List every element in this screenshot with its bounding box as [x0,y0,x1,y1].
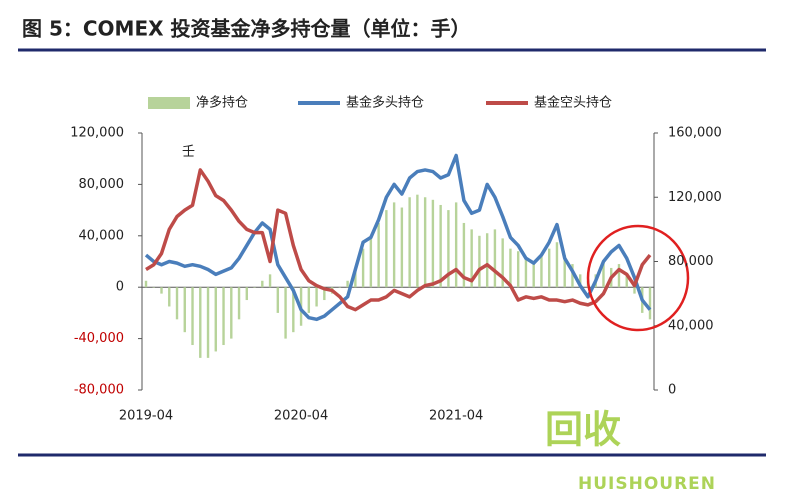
bar [633,287,636,294]
bar [183,287,186,333]
bar [323,287,326,301]
bar [354,267,357,288]
y-tick-label: 40,000 [79,228,125,243]
bar [245,287,248,301]
bar [307,287,311,313]
y2-tick-label: 80,000 [668,254,714,269]
bar [524,258,528,288]
bar [346,280,349,288]
bar [160,287,163,294]
bar [369,235,373,288]
bar [431,199,435,288]
bar [423,197,427,288]
bar [168,287,171,307]
bar [408,197,411,288]
y-tick-label: -80,000 [74,383,124,398]
bar [602,261,605,288]
bar [284,287,287,339]
bar [579,274,582,288]
y2-tick-label: 0 [668,383,676,398]
legend-label: 基金多头持仓 [346,95,424,111]
bar [516,251,520,288]
bar [563,255,566,288]
bar [501,238,504,288]
bar [377,222,380,288]
bar [625,274,628,288]
bar [385,210,388,288]
y-tick-label: -40,000 [74,331,124,346]
bar [400,207,404,288]
bar [253,287,256,288]
bar [392,202,396,288]
highlight-circle [586,224,690,332]
annotation: 壬 [182,145,195,160]
bar [648,287,652,320]
x-tick-label: 2021-04 [429,409,483,424]
bar [338,287,342,288]
bar [206,287,210,358]
watermark: 回收 [545,408,621,452]
x-tick-label: 2019-04 [119,409,173,424]
line [145,168,652,312]
bar [555,242,559,288]
bar [439,204,442,288]
chart-title: 图 5：COMEX 投资基金净多持仓量（单位：手） [22,17,471,41]
bar [540,255,543,288]
bar [144,280,148,288]
bar [214,287,217,352]
legend-label: 基金空头持仓 [534,95,612,111]
bar [315,287,318,307]
bar [237,287,241,320]
bar [416,194,419,288]
y-tick-label: 120,000 [70,126,124,141]
bar [361,248,365,288]
bar [532,261,535,288]
bar [447,210,450,288]
y-tick-label: 0 [116,280,124,295]
x-tick-label: 2020-04 [274,409,328,424]
bar [191,287,194,346]
bar [485,233,489,288]
bar [276,287,280,313]
legend-swatch [148,97,190,109]
bar [222,287,225,346]
y2-tick-label: 160,000 [668,126,722,141]
y2-tick-label: 120,000 [668,190,722,205]
bar [493,229,497,288]
y-tick-label: 80,000 [79,177,125,192]
line [144,153,652,322]
bar [152,287,155,288]
watermark: HUISHOUREN [578,474,716,494]
bar [478,235,481,288]
bar [548,248,551,288]
bar [175,287,179,320]
legend-label: 净多持仓 [196,95,248,111]
bar [261,280,264,288]
bar [470,229,473,288]
bar [617,264,621,288]
bar [230,287,233,339]
bar [462,222,466,288]
bar [509,248,512,288]
bar [571,264,574,288]
bar [268,274,272,288]
bar [199,287,202,358]
y2-tick-label: 40,000 [668,318,714,333]
bar [454,202,458,288]
bar [292,287,295,333]
